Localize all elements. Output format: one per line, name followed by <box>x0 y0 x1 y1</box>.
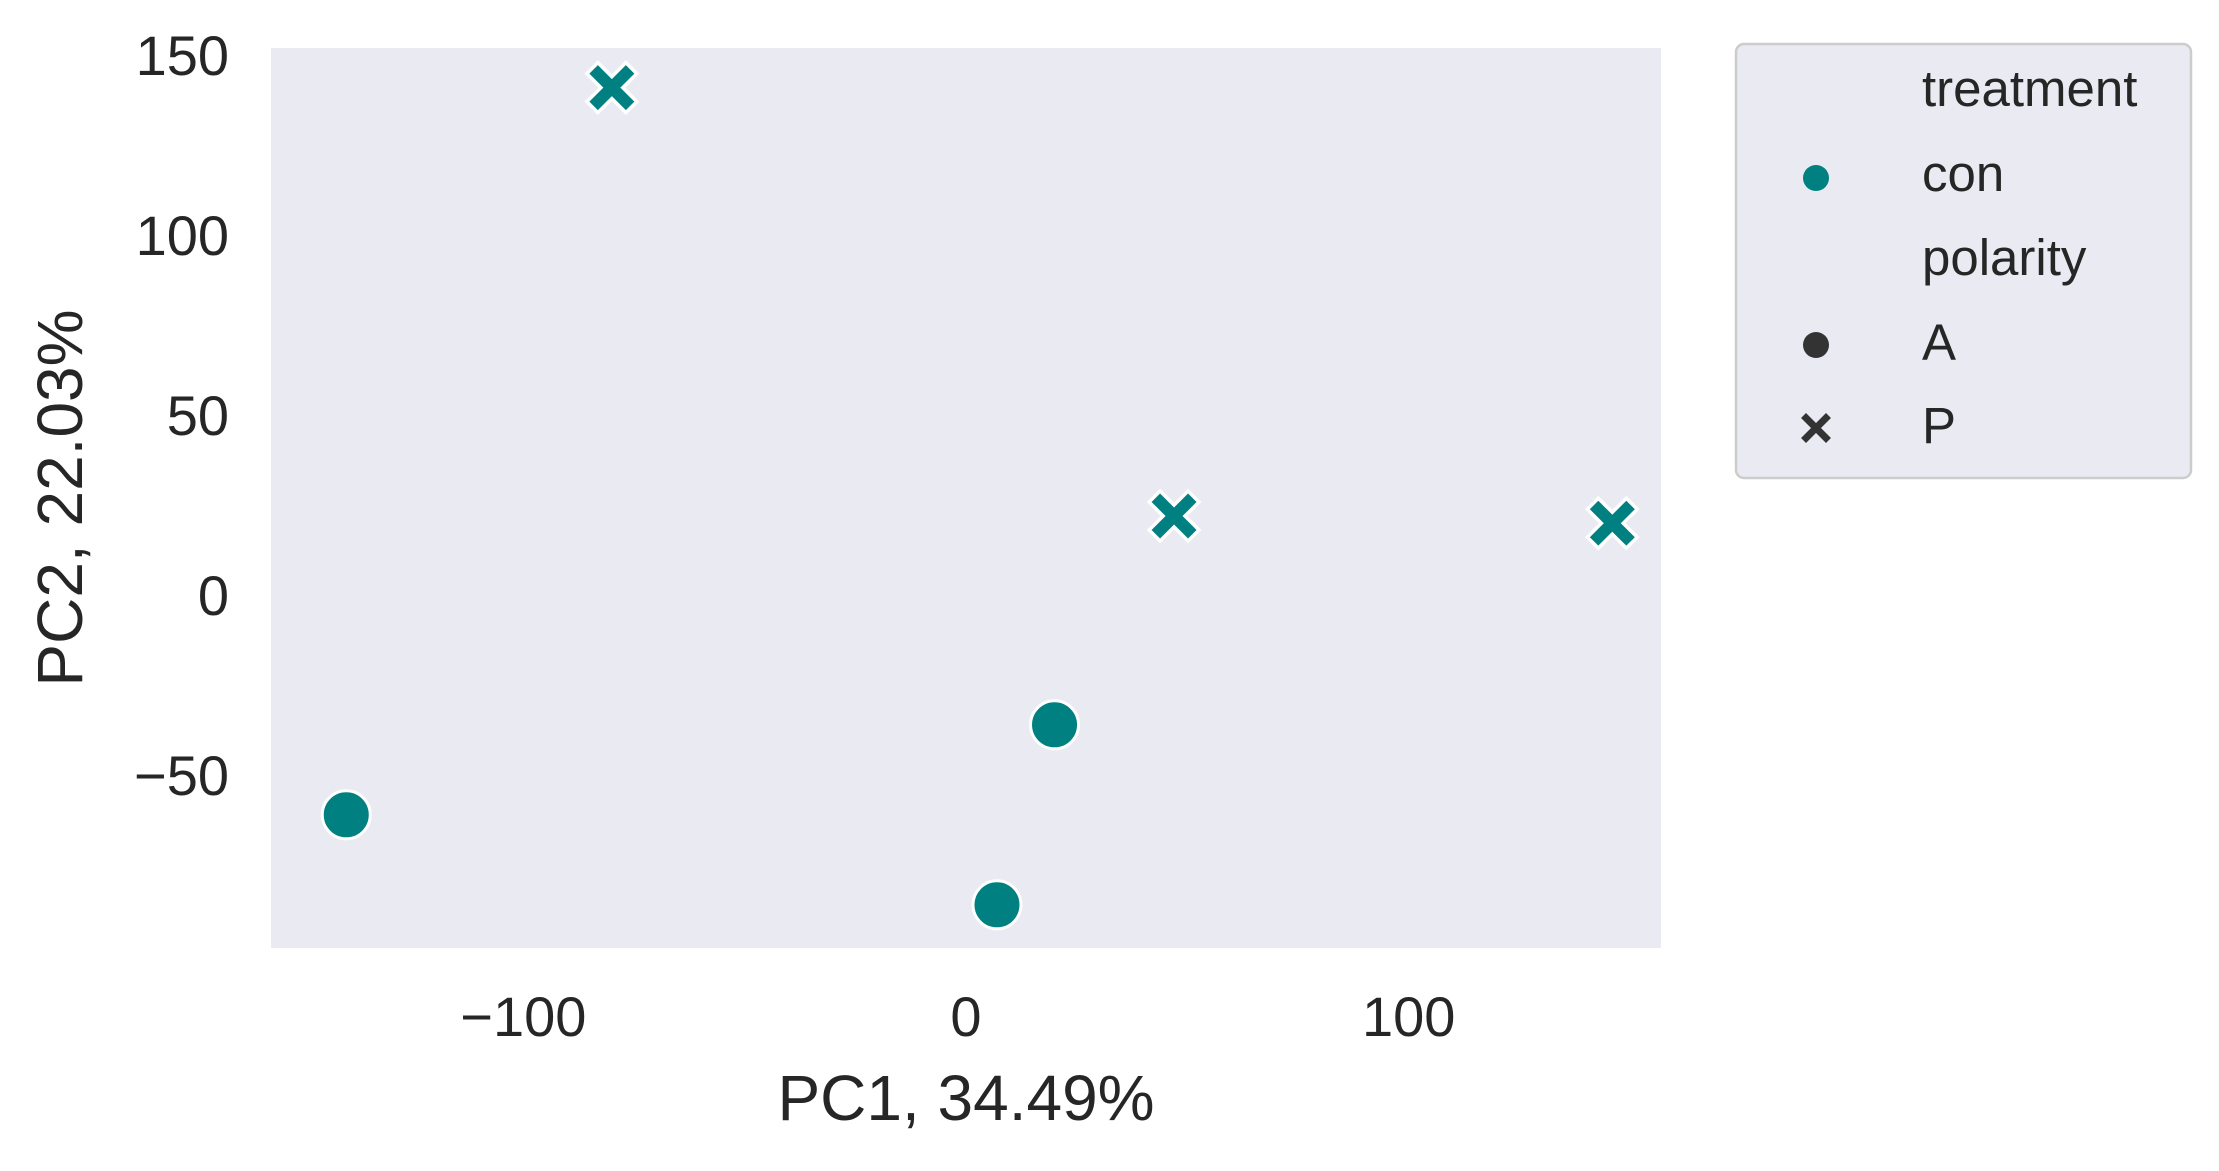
x-tick-label: −100 <box>460 985 586 1048</box>
data-point-x <box>1584 495 1640 551</box>
data-point-x <box>1146 488 1202 544</box>
y-tick-labels: −50 0 50 100 150 <box>134 24 229 807</box>
x-axis-label: PC1, 34.49% <box>777 1062 1154 1134</box>
x-tick-labels: −100 0 100 <box>460 985 1455 1048</box>
x-tick-label: 0 <box>950 985 981 1048</box>
legend: treatment con polarity A P <box>1734 42 2193 480</box>
y-tick-label: 0 <box>198 564 229 627</box>
y-tick-label: 100 <box>136 204 229 267</box>
data-point-circle <box>971 879 1023 931</box>
data-point-circle <box>1029 699 1081 751</box>
y-axis-label: PC2, 22.03% <box>24 309 96 686</box>
data-point-circle <box>320 789 372 841</box>
y-tick-label: −50 <box>134 744 229 807</box>
legend-p-x-marker <box>1801 413 1831 443</box>
legend-con-label: con <box>1922 145 2004 202</box>
y-tick-label: 150 <box>136 24 229 87</box>
data-points <box>320 60 1640 931</box>
plot-area <box>271 48 1661 948</box>
legend-p-label: P <box>1922 397 1956 454</box>
legend-a-label: A <box>1922 314 1956 371</box>
x-tick-label: 100 <box>1362 985 1455 1048</box>
legend-con-marker <box>1803 165 1829 191</box>
legend-treatment-title: treatment <box>1922 60 2137 117</box>
data-point-x <box>584 60 640 116</box>
y-tick-label: 50 <box>167 384 229 447</box>
legend-polarity-title: polarity <box>1922 229 2087 286</box>
legend-a-circle-marker <box>1803 332 1829 358</box>
legend-frame <box>1734 42 2193 480</box>
